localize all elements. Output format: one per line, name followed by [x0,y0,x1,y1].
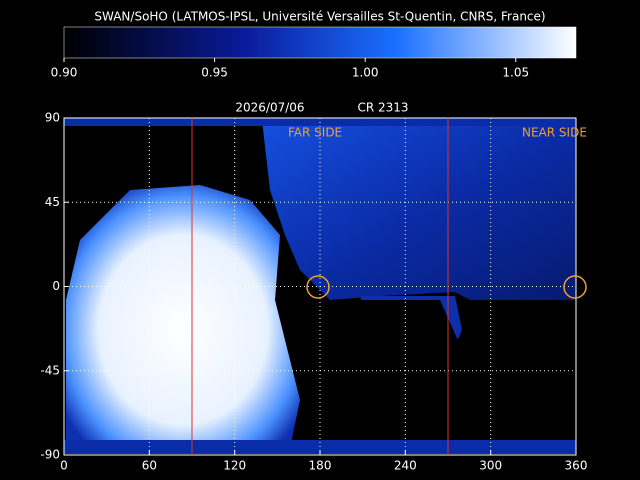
carrington-rotation: CR 2313 [357,101,408,115]
title: SWAN/SoHO (LATMOS-IPSL, Université Versa… [94,10,545,24]
y-tick-label: 90 [45,111,60,125]
x-tick-label: 240 [394,459,417,473]
x-tick-label: 360 [565,459,588,473]
y-tick-label: 45 [45,195,60,209]
near-side-marker [563,275,587,299]
x-tick-label: 300 [479,459,502,473]
x-tick-label: 120 [223,459,246,473]
x-tick-label: 180 [309,459,332,473]
date: 2026/07/06 [235,101,304,115]
y-tick-label: -45 [40,363,60,377]
axes: 0 60 120 180 240 300 360 -90 -45 0 45 90 [40,111,587,473]
emission-region [262,120,576,300]
near-side-label: NEAR SIDE [522,126,587,140]
colorbar-tick-label: 1.00 [352,66,379,80]
colorbar-ticks: 0.90 0.95 1.00 1.05 [51,58,529,80]
far-side-label: FAR SIDE [288,126,342,140]
y-tick-label: 0 [52,279,60,293]
emission-region [66,185,300,448]
x-tick-label: 60 [142,459,157,473]
colorbar [63,26,577,59]
colorbar-tick-label: 0.95 [201,66,228,80]
gap [320,300,500,440]
colorbar-tick-label: 0.90 [51,66,78,80]
x-tick-label: 0 [60,459,68,473]
y-tick-label: -90 [40,448,60,462]
far-side-marker [306,275,330,299]
colorbar-tick-label: 1.05 [502,66,529,80]
